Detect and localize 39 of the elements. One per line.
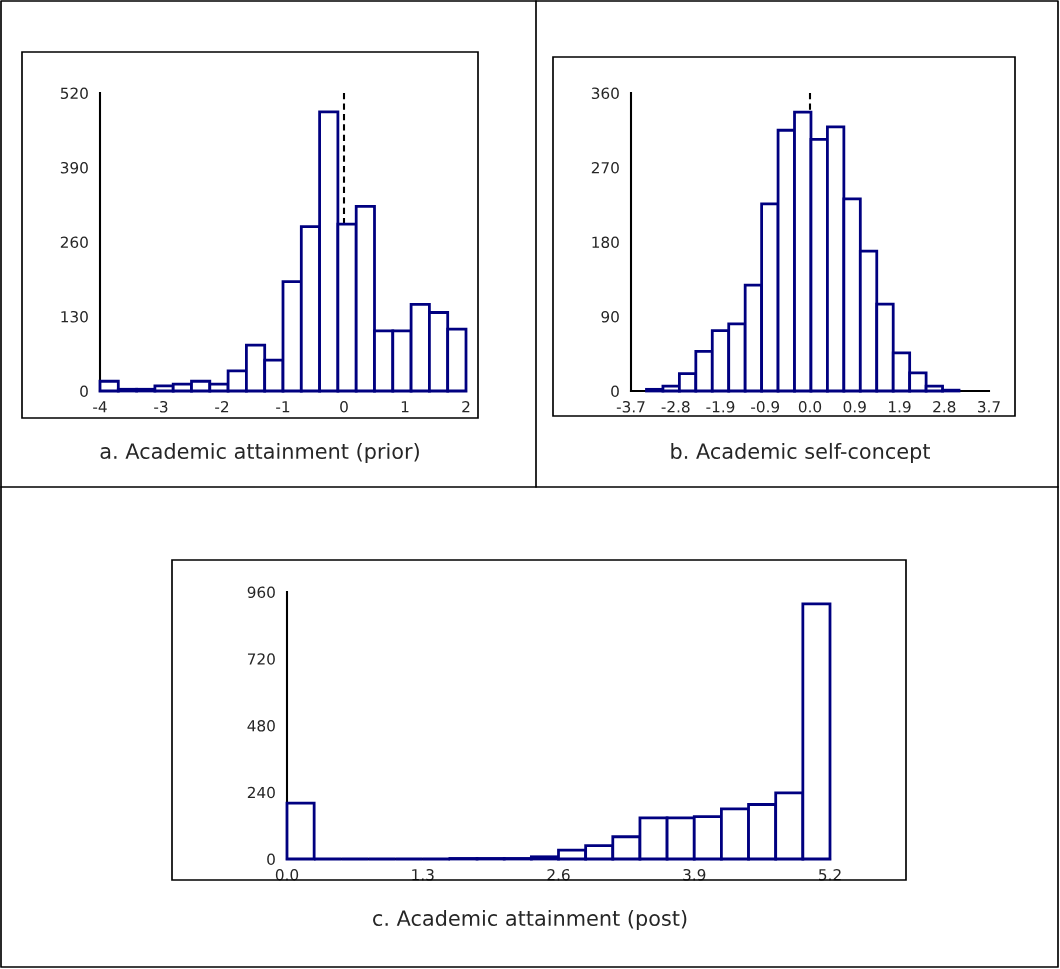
x-tick-label: 3.9 [683,868,706,881]
x-tick-label: -4 [93,401,107,413]
y-tick-label: 240 [247,786,275,799]
y-tick-label: 720 [247,653,275,665]
x-tick-label: 5.2 [819,868,841,881]
y-tick-label: 390 [60,161,88,174]
y-tick-label: 480 [247,719,275,732]
x-tick-label: 2 [462,400,470,413]
x-tick-label: 0.0 [275,868,299,881]
x-tick-label: 1.9 [889,400,911,413]
x-tick-label: 1 [401,401,409,413]
x-tick-label: 0.0 [798,400,822,413]
x-tick-label: -2.8 [661,400,690,413]
y-tick-label: 960 [247,586,275,599]
text: b. Academic self-concept [671,442,930,464]
y-tick-label: 0 [267,853,275,866]
y-tick-label: 0 [80,385,88,398]
x-tick-label: -3.7 [616,400,645,413]
y-tick-label: 360 [591,87,619,100]
x-tick-label: 1.3 [412,868,434,881]
text: c. Academic attainment (post) [373,909,687,931]
text: a. Academic attainment (prior) [100,442,419,464]
x-tick-label: 2.6 [547,868,570,881]
x-tick-label: -3 [154,400,168,413]
x-tick-label: 0 [340,400,348,413]
y-tick-label: 90 [601,310,619,323]
y-tick-label: 260 [60,236,88,249]
x-tick-label: -2 [215,400,229,413]
y-tick-label: 180 [592,236,619,249]
y-tick-label: 130 [61,310,88,323]
x-tick-label: -0.9 [751,400,780,413]
x-tick-label: 3.7 [978,400,1000,413]
x-tick-label: -1.9 [706,400,735,413]
y-tick-label: 270 [591,161,619,174]
y-tick-label: 0 [611,385,619,398]
y-tick-label: 520 [60,87,88,100]
x-tick-label: -1 [276,401,290,413]
x-tick-label: 0.9 [843,400,866,413]
x-tick-label: 2.8 [933,400,956,413]
